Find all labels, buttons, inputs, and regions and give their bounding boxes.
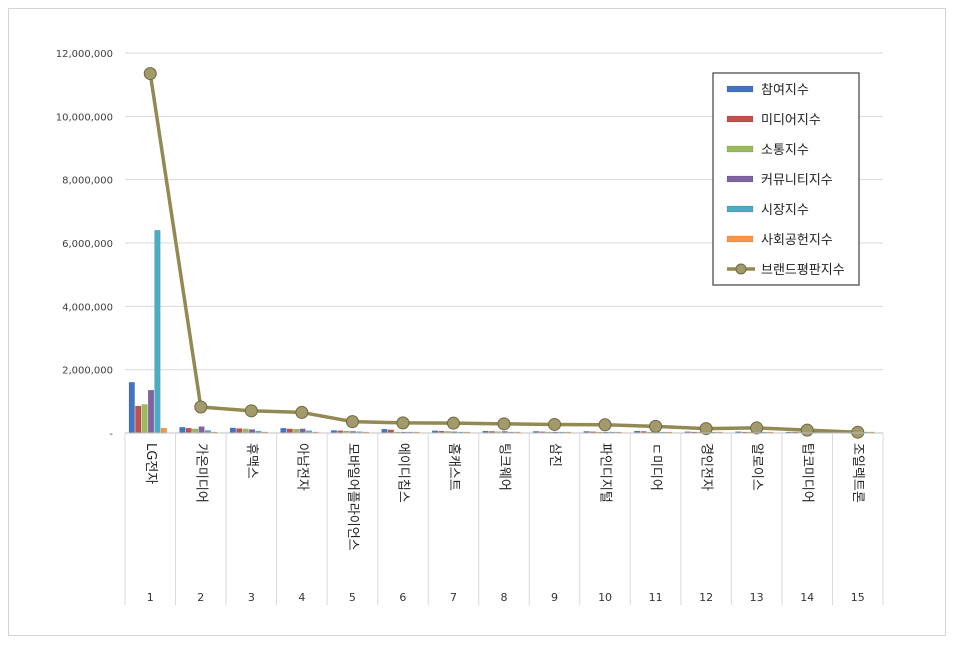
rank-label: 2 — [197, 591, 204, 604]
rank-label: 4 — [298, 591, 305, 604]
bar — [135, 405, 142, 434]
bar — [192, 428, 199, 434]
legend-swatch — [726, 145, 754, 153]
legend-label: 사회공헌지수 — [761, 233, 833, 248]
brand-index-point — [143, 67, 157, 81]
company-label: LG전자 — [143, 443, 158, 484]
company-label: 경인전자 — [699, 443, 714, 491]
bar — [249, 429, 256, 434]
legend-label: 시장지수 — [761, 203, 809, 218]
brand-index-point — [649, 419, 663, 433]
rank-label: 6 — [399, 591, 406, 604]
rank-label: 14 — [800, 591, 814, 604]
x-axis: LG전자 1 가온미디어 2 휴맥스 3 아남전자 4 모바일어플라이언스 5 에이디칩스 6 홈캐스트… — [124, 432, 884, 605]
company-label: 휴맥스 — [244, 443, 259, 479]
company-label: 아남전자 — [294, 443, 309, 491]
bar — [141, 404, 148, 434]
bar — [198, 426, 205, 434]
legend-label: 브랜드평판지수 — [761, 263, 845, 278]
gridlines — [125, 52, 883, 434]
legend-marker — [735, 263, 747, 275]
legend-label: 커뮤니티지수 — [761, 173, 833, 188]
rank-label: 10 — [598, 591, 612, 604]
bar — [236, 428, 243, 434]
brand-index-point — [750, 421, 764, 435]
brand-index-point — [295, 405, 309, 419]
company-label: 팅크웨어 — [497, 443, 512, 491]
y-tick-label: 6,000,000 — [62, 239, 113, 250]
company-label: 알로이스 — [749, 443, 764, 491]
bar — [286, 428, 293, 434]
company-label: 조일렉트론 — [850, 443, 865, 503]
rank-label: 9 — [551, 591, 558, 604]
rank-label: 3 — [248, 591, 255, 604]
rank-label: 13 — [750, 591, 764, 604]
y-axis: - 2,000,000 4,000,000 6,000,000 8,000,000 10,… — [56, 49, 114, 440]
brand-index-point — [345, 415, 359, 429]
brand-index-point — [497, 417, 511, 431]
legend-label: 참여지수 — [761, 83, 809, 98]
legend-label: 미디어지수 — [761, 113, 821, 128]
y-tick-label: 2,000,000 — [62, 366, 113, 377]
rank-label: 11 — [649, 591, 663, 604]
brand-index-point — [851, 425, 865, 439]
company-label: 삼진 — [547, 443, 562, 467]
rank-label: 5 — [349, 591, 356, 604]
bar — [299, 428, 306, 434]
legend-swatch — [726, 205, 754, 213]
legend-label: 소통지수 — [761, 143, 809, 158]
brand-index-point — [699, 422, 713, 436]
chart-frame: - 2,000,000 4,000,000 6,000,000 8,000,000 10,… — [8, 8, 946, 636]
company-label: 가온미디어 — [193, 443, 208, 503]
bar — [293, 429, 300, 434]
y-tick-label: 12,000,000 — [56, 49, 113, 60]
bar — [280, 428, 287, 434]
rank-label: 12 — [699, 591, 713, 604]
brand-index-point — [244, 404, 258, 418]
legend-swatch — [726, 115, 754, 123]
y-tick-label: 4,000,000 — [62, 302, 113, 313]
company-label: 에이디칩스 — [395, 443, 410, 503]
bar — [154, 230, 161, 434]
legend-swatch — [726, 235, 754, 243]
rank-label: 7 — [450, 591, 457, 604]
bar — [229, 427, 236, 434]
y-tick-label: - — [109, 429, 113, 440]
brand-index-line — [143, 67, 865, 439]
bar — [128, 382, 135, 434]
brand-reputation-chart: - 2,000,000 4,000,000 6,000,000 8,000,000 10,… — [56, 49, 884, 605]
bar — [381, 429, 388, 434]
brand-index-point — [446, 416, 460, 430]
y-tick-label: 10,000,000 — [56, 112, 113, 123]
legend-swatch — [726, 85, 754, 93]
y-tick-label: 8,000,000 — [62, 176, 113, 187]
rank-label: 15 — [851, 591, 865, 604]
bar — [185, 428, 192, 434]
company-label: 모바일어플라이언스 — [345, 443, 360, 551]
brand-index-point — [598, 418, 612, 432]
company-label: 파인디지털 — [598, 443, 613, 503]
brand-index-point — [800, 423, 814, 437]
company-label: 탑코미디어 — [800, 443, 815, 503]
company-label: ㄷ미디어 — [648, 443, 663, 491]
company-label: 홈캐스트 — [446, 443, 461, 491]
bar — [147, 390, 154, 434]
brand-index-point — [548, 417, 562, 431]
rank-label: 1 — [147, 591, 154, 604]
bar — [160, 428, 167, 434]
legend-swatch — [726, 175, 754, 183]
brand-index-point — [194, 400, 208, 414]
bar — [242, 428, 249, 434]
bar — [179, 427, 186, 434]
brand-index-point — [396, 416, 410, 430]
rank-label: 8 — [501, 591, 508, 604]
